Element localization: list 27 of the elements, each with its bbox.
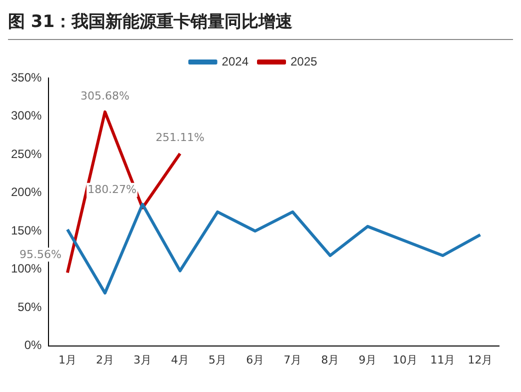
y-tick-label: 200% [10, 185, 42, 200]
legend-label: 2024 [222, 54, 249, 68]
chart-title: 图 31：我国新能源重卡销量同比增速 [8, 8, 513, 40]
y-tick-label: 350% [10, 70, 42, 84]
y-tick-label: 0% [24, 338, 42, 352]
y-tick-label: 100% [10, 262, 42, 276]
y-tick-label: 250% [10, 146, 42, 161]
data-label: 251.11% [156, 131, 205, 144]
y-tick-label: 300% [10, 108, 42, 123]
x-tick-label: 12月 [468, 353, 493, 366]
x-tick-label: 11月 [430, 353, 456, 366]
data-label: 180.27% [88, 183, 137, 196]
x-tick-label: 3月 [134, 353, 152, 366]
x-tick-label: 9月 [358, 353, 377, 366]
x-tick-label: 2月 [96, 353, 114, 366]
x-tick-label: 4月 [171, 353, 190, 366]
x-tick-label: 10月 [392, 353, 418, 366]
data-label: 95.56% [20, 248, 62, 262]
legend-label: 2025 [290, 54, 318, 68]
x-tick-label: 7月 [284, 353, 302, 366]
data-label: 305.68% [80, 89, 130, 102]
y-tick-label: 50% [18, 300, 42, 314]
x-tick-label: 1月 [58, 353, 76, 366]
x-tick-label: 8月 [321, 353, 340, 366]
x-tick-label: 5月 [208, 353, 227, 366]
y-tick-label: 150% [10, 223, 42, 238]
x-tick-label: 6月 [246, 353, 264, 366]
